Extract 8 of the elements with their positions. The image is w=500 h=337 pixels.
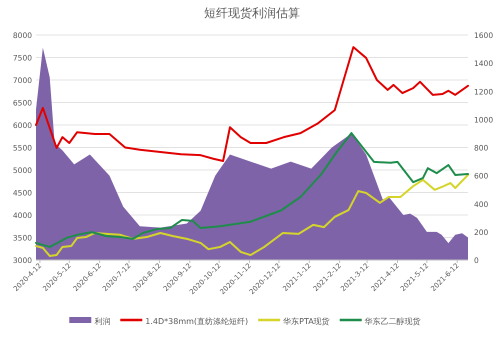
legend-label: 华东乙二醇现货 [364,317,421,326]
chart-title: 短纤现货利润估算 [204,6,300,20]
legend-label: 华东PTA现货 [283,317,330,326]
line-series [35,132,469,248]
legend-label: 利润 [94,317,110,326]
legend-label: 1.4D*38mm(直纺涤纶短纤) [145,317,248,326]
line-series [35,174,469,257]
line-series [35,46,469,162]
